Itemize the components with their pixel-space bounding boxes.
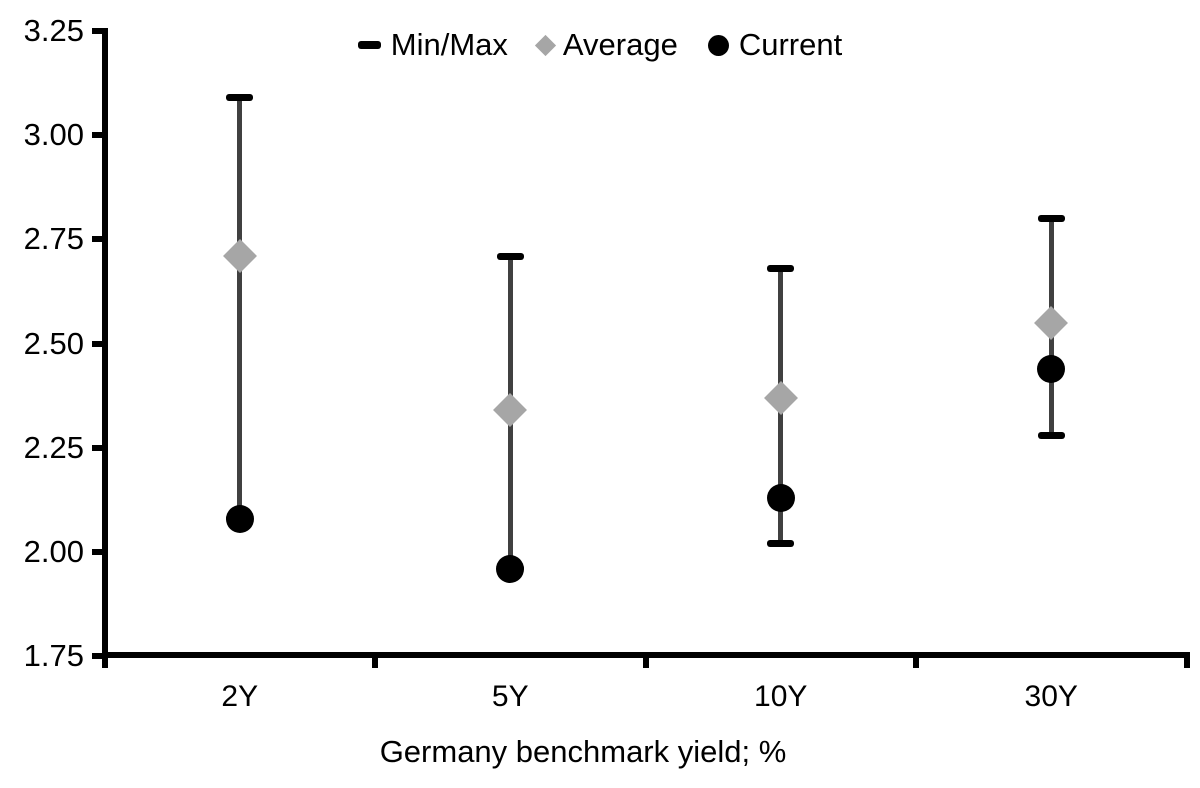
max-cap-2y xyxy=(226,94,254,102)
average-marker-30y xyxy=(1034,305,1069,340)
y-tick xyxy=(92,236,107,243)
legend-label-current: Current xyxy=(738,27,843,62)
x-category-label: 30Y xyxy=(1024,680,1078,713)
y-tick-label: 3.25 xyxy=(23,13,84,48)
min-cap-30y xyxy=(1037,431,1065,439)
x-tick xyxy=(913,652,919,668)
y-tick-label: 2.75 xyxy=(23,221,84,257)
x-axis-title: Germany benchmark yield; % xyxy=(379,734,787,769)
x-category-label: 5Y xyxy=(491,680,529,713)
y-tick-label: 2.25 xyxy=(23,429,84,465)
y-tick-label: 1.75 xyxy=(23,638,84,673)
y-tick-label: 2.00 xyxy=(23,533,84,569)
legend-item-average: Average xyxy=(534,27,678,62)
x-tick xyxy=(101,652,108,668)
current-marker-5y xyxy=(496,554,525,583)
average-marker-5y xyxy=(493,393,528,428)
x-category-label: 10Y xyxy=(754,680,808,713)
y-tick-label: 2.50 xyxy=(23,325,84,361)
legend-item-current: Current xyxy=(707,27,843,62)
legend-item-minmax: Min/Max xyxy=(357,27,508,62)
y-tick xyxy=(92,653,107,659)
average-marker-10y xyxy=(763,380,798,415)
y-tick xyxy=(92,340,107,347)
current-marker-30y xyxy=(1037,354,1066,383)
min-cap-10y xyxy=(767,540,795,547)
current-marker-2y xyxy=(225,504,254,533)
y-tick xyxy=(92,444,107,451)
legend-label-average: Average xyxy=(562,27,678,62)
y-tick xyxy=(92,28,107,34)
legend-label-minmax: Min/Max xyxy=(390,27,508,62)
current-marker-10y xyxy=(766,483,795,512)
y-tick-label: 3.00 xyxy=(23,117,84,153)
x-category-label: 2Y xyxy=(221,680,259,713)
range-line-2y xyxy=(237,97,243,519)
minmax-dash-icon xyxy=(357,41,381,49)
y-tick xyxy=(92,548,107,555)
max-cap-10y xyxy=(767,265,795,272)
x-tick xyxy=(1183,652,1190,668)
x-tick xyxy=(372,652,378,668)
legend: Min/Max Average Current xyxy=(0,28,1200,62)
max-cap-5y xyxy=(496,252,524,260)
x-tick xyxy=(642,652,649,668)
current-circle-icon xyxy=(707,34,729,56)
average-marker-2y xyxy=(222,239,257,273)
max-cap-30y xyxy=(1037,215,1065,222)
y-tick xyxy=(92,132,107,139)
